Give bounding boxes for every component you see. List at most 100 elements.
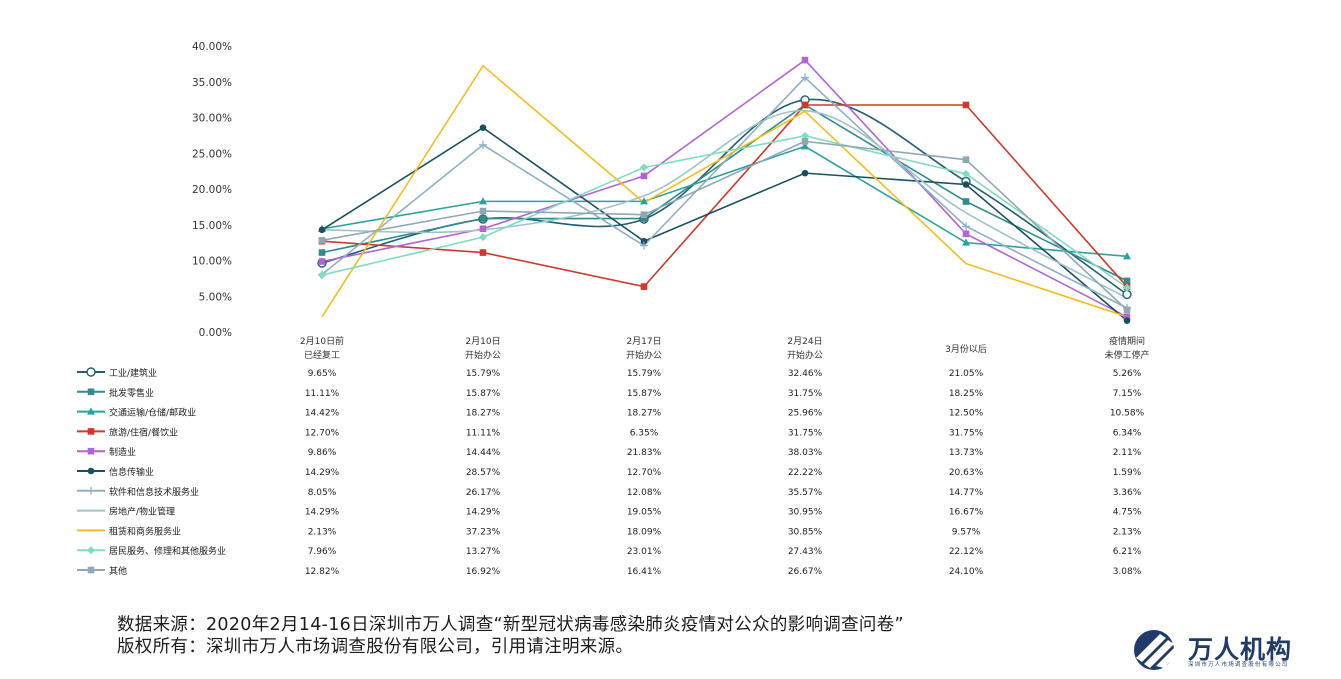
y-tick-label: 25.00%	[192, 148, 232, 160]
series-6-point	[479, 124, 487, 132]
table-cell: 25.96%	[788, 409, 823, 419]
table-cell: 21.05%	[949, 369, 984, 379]
table-row: 旅游/住宿/餐饮业 12.70% 11.11% 6.35% 31.75% 31.75% 6.…	[77, 426, 1142, 438]
table-cell: 14.42%	[305, 409, 340, 419]
legend-label: 其他	[109, 565, 127, 577]
series-4-line	[321, 104, 1128, 288]
series-5-point	[801, 56, 809, 64]
logo-mark-icon	[1134, 630, 1178, 670]
table-cell: 9.57%	[952, 527, 981, 537]
legend-key-marker	[87, 546, 95, 555]
table-row: 房地产/物业管理 14.29% 14.29% 19.05% 30.95% 16.67% 4.…	[77, 506, 1142, 518]
table-cell: 5.26%	[1113, 369, 1142, 379]
table-cell: 13.73%	[949, 448, 984, 458]
series-11-point	[1123, 306, 1131, 314]
x-category-label: 开始办公	[465, 349, 501, 361]
y-tick-label: 20.00%	[192, 184, 232, 196]
x-category-label: 未停工停产	[1104, 349, 1149, 361]
table-cell: 28.57%	[466, 468, 501, 478]
table-cell: 4.75%	[1113, 508, 1142, 518]
legend-key-marker	[87, 566, 95, 574]
legend-label: 交通运输/仓储/邮政业	[109, 407, 196, 419]
series-11-line	[321, 140, 1128, 311]
series-10-point	[640, 163, 648, 172]
series-2-point	[640, 215, 648, 222]
legend-label: 信息传输业	[109, 466, 154, 478]
table-cell: 11.11%	[305, 389, 340, 399]
series-3-point	[1123, 252, 1131, 260]
series-7-line	[321, 76, 1128, 309]
x-category-label: 已经复工	[304, 349, 340, 361]
series-10-point	[1123, 283, 1131, 292]
x-category-label: 3月份以后	[945, 343, 987, 355]
series-6-point	[962, 181, 970, 188]
table-cell: 10.58%	[1110, 409, 1145, 419]
y-tick-label: 35.00%	[192, 77, 232, 89]
table-row: 居民服务、修理和其他服务业 7.96% 13.27% 23.01% 27.43% 22.1…	[77, 545, 1142, 557]
table-cell: 12.82%	[305, 567, 340, 577]
company-logo: 万人机构 深圳市万人市场调查股份有限公司	[1130, 628, 1330, 672]
series-10-line	[321, 135, 1128, 289]
table-row: 其他 12.82% 16.92% 16.41% 26.67% 24.10% 3.08%	[77, 565, 1142, 577]
table-cell: 32.46%	[788, 369, 823, 379]
table-cell: 30.85%	[788, 527, 823, 537]
series-5-point	[640, 172, 648, 180]
legend-key-marker	[87, 447, 95, 455]
table-row: 批发零售业 11.11% 15.87% 15.87% 31.75% 18.25% 7.15%	[77, 387, 1142, 399]
table-cell: 16.41%	[627, 567, 662, 577]
series-3-point	[962, 238, 970, 246]
series-10-point	[479, 233, 487, 242]
series-11-point	[962, 156, 970, 163]
table-cell: 22.22%	[788, 468, 823, 478]
table-cell: 15.87%	[627, 389, 662, 399]
x-category-label: 2月10日前	[300, 335, 344, 347]
table-cell: 18.25%	[949, 389, 984, 399]
table-cell: 18.27%	[466, 409, 501, 419]
legend-label: 制造业	[109, 446, 136, 458]
table-row: 交通运输/仓储/邮政业 14.42% 18.27% 18.27% 25.96% 12.50…	[77, 407, 1145, 419]
table-cell: 15.79%	[466, 369, 501, 379]
table-row: 制造业 9.86% 14.44% 21.83% 38.03% 13.73% 2.11%	[77, 446, 1142, 458]
table-cell: 26.17%	[466, 488, 501, 498]
table-cell: 12.08%	[627, 488, 662, 498]
legend-key-marker	[87, 467, 95, 475]
series-11-point	[801, 138, 809, 145]
series-2-point	[1123, 277, 1131, 285]
table-cell: 16.92%	[466, 567, 501, 577]
table-cell: 9.86%	[308, 448, 337, 458]
table-cell: 19.05%	[627, 508, 662, 518]
series-5-point	[479, 225, 487, 233]
table-cell: 31.75%	[949, 428, 984, 438]
y-tick-label: 0.00%	[199, 327, 232, 339]
data-table: 工业/建筑业 9.65% 15.79% 15.79% 32.46% 21.05% 5.26%…	[77, 367, 1145, 577]
table-cell: 7.15%	[1113, 389, 1142, 399]
table-cell: 6.35%	[630, 428, 659, 438]
series-2-point	[479, 215, 487, 222]
table-cell: 18.09%	[627, 527, 662, 537]
table-cell: 2.13%	[1113, 527, 1142, 537]
x-category-label: 开始办公	[626, 349, 662, 361]
table-cell: 16.67%	[949, 508, 984, 518]
table-cell: 12.50%	[949, 409, 984, 419]
table-cell: 22.12%	[949, 547, 984, 557]
series-7-point	[640, 241, 648, 250]
y-tick-label: 30.00%	[192, 113, 232, 125]
legend-label: 工业/建筑业	[109, 367, 157, 379]
legend-label: 旅游/住宿/餐饮业	[109, 426, 178, 438]
series-9-line	[321, 64, 1128, 318]
table-cell: 23.01%	[627, 547, 662, 557]
legend-label: 房地产/物业管理	[109, 506, 175, 518]
table-cell: 3.36%	[1113, 488, 1142, 498]
series-2-point	[962, 198, 970, 205]
table-cell: 30.95%	[788, 508, 823, 518]
series-5-point	[962, 230, 970, 238]
table-cell: 12.70%	[305, 428, 340, 438]
table-row: 信息传输业 14.29% 28.57% 12.70% 22.22% 20.63% 1.59%	[77, 466, 1142, 478]
legend-label: 居民服务、修理和其他服务业	[109, 545, 226, 557]
table-cell: 27.43%	[788, 547, 823, 557]
series-7-point	[962, 222, 970, 231]
series-6-line	[321, 126, 1128, 322]
logo-subtitle: 深圳市万人市场调查股份有限公司	[1188, 662, 1289, 668]
legend-key-marker	[87, 428, 95, 435]
table-cell: 20.63%	[949, 468, 984, 478]
